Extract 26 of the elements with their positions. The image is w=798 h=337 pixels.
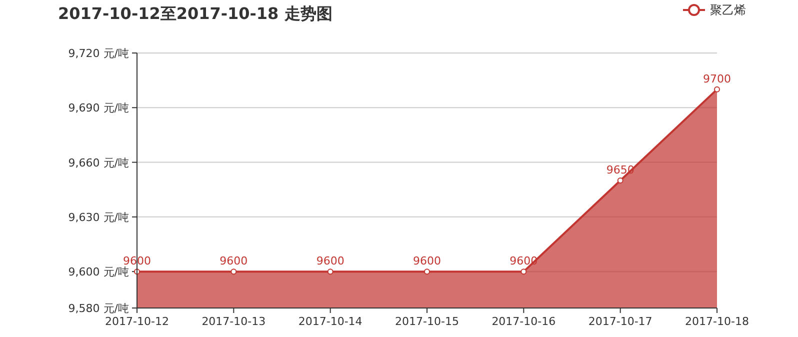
point (327, 268, 334, 275)
point (424, 268, 430, 275)
x-tick-label: 2017-10-16 (492, 315, 556, 328)
y-tick-label: 9,580 元/吨 (68, 302, 129, 315)
legend-label: 聚乙烯 (710, 3, 746, 17)
data-label: 9600 (220, 254, 248, 268)
chart-title: 2017-10-12至2017-10-18 走势图 (58, 4, 332, 23)
y-tick-label: 9,690 元/吨 (68, 102, 129, 115)
x-tick-label: 2017-10-15 (395, 315, 459, 328)
x-tick-label: 2017-10-17 (588, 315, 652, 328)
y-tick-label: 9,600 元/吨 (68, 266, 129, 279)
x-tick-label: 2017-10-14 (298, 315, 362, 328)
point (714, 86, 720, 92)
point (230, 268, 237, 275)
data-label: 9600 (316, 254, 344, 268)
x-tick-label: 2017-10-12 (105, 315, 169, 328)
x-tick-label: 2017-10-13 (202, 315, 266, 328)
point (617, 178, 624, 184)
y-tick-label: 9,720 元/吨 (68, 47, 129, 60)
data-label: 9600 (413, 254, 441, 268)
legend: 聚乙烯 (683, 3, 746, 17)
y-tick-label: 9,660 元/吨 (68, 156, 129, 170)
x-tick-label: 2017-10-18 (685, 315, 749, 328)
point (520, 268, 527, 275)
y-tick-label: 9,630 元/吨 (68, 210, 129, 224)
data-label: 9700 (703, 72, 731, 86)
